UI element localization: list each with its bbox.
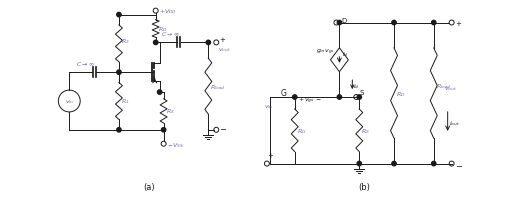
Text: $v_{in}$: $v_{in}$	[65, 98, 74, 105]
Text: $+$: $+$	[219, 35, 227, 44]
Text: $i_{out}$: $i_{out}$	[449, 118, 460, 127]
Circle shape	[357, 162, 362, 166]
Text: $g_m v_{gs}$: $g_m v_{gs}$	[315, 47, 335, 56]
Text: $R_2$: $R_2$	[121, 37, 130, 46]
Circle shape	[117, 13, 121, 18]
Text: $v_{out}$: $v_{out}$	[218, 46, 231, 54]
Text: G: G	[281, 89, 287, 98]
Circle shape	[162, 128, 166, 132]
Text: $C{\rightarrow}\infty$: $C{\rightarrow}\infty$	[161, 30, 179, 38]
Text: $i_d$: $i_d$	[342, 49, 349, 58]
Text: $+\,v_{gs}\,-$: $+\,v_{gs}\,-$	[298, 95, 322, 105]
Text: $R_D$: $R_D$	[396, 89, 405, 98]
Circle shape	[206, 41, 210, 45]
Text: D: D	[341, 17, 346, 23]
Text: $v_{in}$: $v_{in}$	[264, 102, 273, 110]
Text: $v_{out}$: $v_{out}$	[443, 85, 457, 93]
Text: $R_{load}$: $R_{load}$	[436, 81, 452, 90]
Circle shape	[392, 162, 396, 166]
Text: $R_S$: $R_S$	[361, 126, 370, 135]
Circle shape	[432, 162, 436, 166]
Circle shape	[337, 95, 341, 100]
Text: $-$: $-$	[455, 159, 463, 168]
Text: $i_d$: $i_d$	[354, 82, 360, 90]
Circle shape	[157, 90, 162, 95]
Text: $-$: $-$	[219, 122, 228, 131]
Circle shape	[293, 95, 297, 100]
Text: $+$: $+$	[455, 19, 462, 28]
Circle shape	[117, 128, 121, 132]
Circle shape	[337, 21, 341, 26]
Circle shape	[153, 41, 158, 45]
Text: $+$: $+$	[267, 150, 274, 159]
Text: $R_D$: $R_D$	[157, 25, 167, 34]
Text: S: S	[359, 90, 364, 96]
Text: $R_1$: $R_1$	[121, 97, 130, 106]
Circle shape	[432, 21, 436, 26]
Text: $C{\rightarrow}\infty$: $C{\rightarrow}\infty$	[76, 60, 95, 68]
Text: $-V_{SS}$: $-V_{SS}$	[167, 141, 183, 149]
Text: (a): (a)	[143, 182, 154, 191]
Circle shape	[392, 21, 396, 26]
Text: $R_G$: $R_G$	[297, 126, 306, 135]
Circle shape	[117, 71, 121, 75]
Circle shape	[357, 95, 362, 100]
Text: $+V_{DD}$: $+V_{DD}$	[158, 7, 177, 16]
Text: $R_S$: $R_S$	[166, 107, 175, 116]
Text: $R_{load}$: $R_{load}$	[210, 82, 226, 91]
Text: (b): (b)	[358, 182, 370, 191]
